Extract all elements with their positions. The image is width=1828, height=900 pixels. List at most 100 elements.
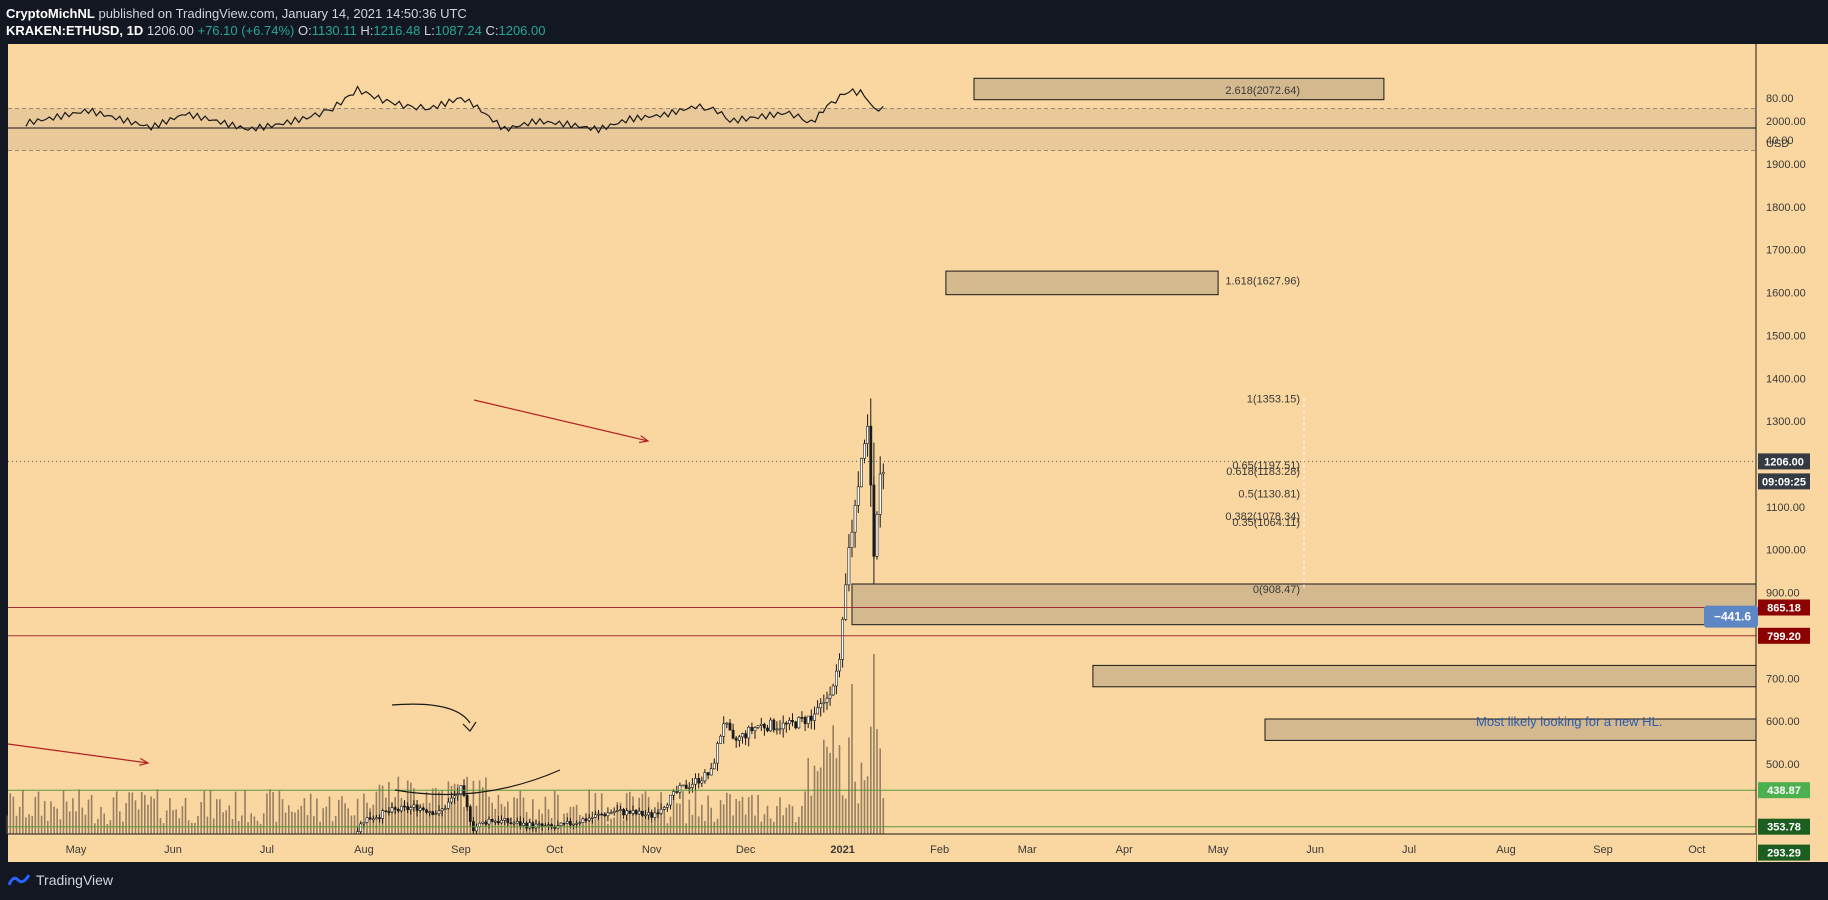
volume-bar <box>328 796 331 834</box>
price-tick-label: 1100.00 <box>1766 502 1805 514</box>
low-label: L: <box>424 23 435 38</box>
volume-bar <box>416 805 418 834</box>
volume-bar <box>663 806 666 834</box>
candle-up <box>390 807 394 813</box>
time-tick-label: Jul <box>260 844 274 856</box>
fib-label-6: 0.382(1078.34) <box>1225 511 1300 523</box>
candle-up <box>534 823 538 829</box>
volume-bar <box>403 801 406 834</box>
price-axis[interactable]: 80.00 40.00 2000.00 1900.00 1800.00 1700.00 16… <box>1704 44 1828 862</box>
volume-bar <box>691 814 694 834</box>
volume-bar <box>284 812 287 834</box>
trend-arrow-lower-shaft <box>7 743 149 764</box>
volume-bar <box>638 797 640 834</box>
volume-bar <box>172 810 174 834</box>
volume-bar <box>22 790 24 834</box>
candle-up <box>700 780 704 784</box>
candle-down <box>600 813 604 816</box>
countdown-label: 09:09:25 <box>1762 476 1806 488</box>
volume-bar <box>688 799 691 834</box>
chart-canvas[interactable]: 2.618(2072.64) 1.618(1627.96) 1(1353.15) 0.… <box>0 44 1828 862</box>
candle-up <box>687 787 691 789</box>
volume-bar <box>391 802 393 834</box>
candle-down <box>791 719 794 723</box>
candle-up <box>500 819 503 824</box>
measure-label-bg <box>1704 605 1758 628</box>
price-panel[interactable] <box>6 398 885 862</box>
price-tick-label: 2000.00 <box>1766 116 1806 128</box>
volume-bar <box>607 823 609 834</box>
symbol-name[interactable]: KRAKEN:ETHUSD, 1D <box>6 23 144 38</box>
candle-up <box>847 547 851 586</box>
volume-bar <box>532 799 534 834</box>
candle-down <box>403 805 406 808</box>
curve-drawing-bottom <box>394 769 561 796</box>
volume-bar <box>422 803 425 834</box>
candle-down <box>762 723 766 729</box>
volume-bar <box>125 803 127 834</box>
candle-up <box>428 811 432 814</box>
candle-up <box>741 733 744 738</box>
volume-bar <box>851 684 853 834</box>
volume-bar <box>482 787 484 834</box>
volume-bar <box>18 806 21 834</box>
volume-bar <box>773 821 775 834</box>
volume-bar <box>522 797 525 834</box>
volume-bar <box>597 811 600 834</box>
time-tick-label: May <box>1208 844 1229 856</box>
candle-up <box>669 794 672 806</box>
volume-bar <box>115 791 118 834</box>
volume-bar <box>400 798 403 834</box>
rsi-panel[interactable] <box>8 85 1756 151</box>
candle-down <box>468 806 472 822</box>
volume-bar <box>791 806 794 834</box>
candle-up <box>631 810 635 814</box>
volume-bar <box>259 823 262 834</box>
volume-bar <box>266 793 268 834</box>
candle-up <box>412 804 416 808</box>
candle-up <box>712 762 716 770</box>
candle-up <box>487 818 491 825</box>
price-tick-label: 1600.00 <box>1766 288 1806 300</box>
volume-bar <box>15 815 18 834</box>
volume-bar <box>557 794 559 834</box>
candle-down <box>697 778 701 784</box>
author-name[interactable]: CryptoMichNL <box>6 6 95 21</box>
candle-up <box>587 817 591 821</box>
volume-bar <box>137 809 140 834</box>
low-value: 1087.24 <box>434 23 482 38</box>
volume-bar <box>94 823 96 834</box>
brand-name: TradingView <box>36 872 114 888</box>
volume-bar <box>844 798 847 834</box>
volume-bar <box>475 805 478 834</box>
volume-bar <box>144 795 146 834</box>
volume-bar <box>181 806 184 834</box>
time-axis[interactable]: May Jun Jul Aug Sep Oct Nov Dec 2021 Feb Mar Apr May… <box>8 833 1756 862</box>
volume-bar <box>134 800 137 834</box>
volume-bar <box>100 806 102 834</box>
volume-bar <box>701 804 703 834</box>
candle-up <box>637 810 641 815</box>
candle-down <box>784 722 788 725</box>
volume-bar <box>178 818 181 834</box>
candle-up <box>597 813 600 816</box>
candle-up <box>512 822 516 825</box>
candle-up <box>703 772 707 782</box>
price-tick-label: 1800.00 <box>1766 202 1806 214</box>
volume-bar <box>766 805 769 834</box>
volume-bar <box>804 791 806 834</box>
price-tick-label: 1700.00 <box>1766 245 1806 257</box>
volume-bar <box>666 823 669 834</box>
time-tick-label: Apr <box>1116 844 1133 856</box>
volume-bar <box>575 805 578 834</box>
candle-up <box>753 727 757 732</box>
candle-up <box>581 818 585 823</box>
volume-bar <box>870 726 872 834</box>
candle-down <box>634 810 638 815</box>
volume-bar <box>122 821 124 834</box>
curve-drawing-arrowhead <box>462 721 477 732</box>
countdown-label-bg <box>1758 473 1810 490</box>
currency-label: USD <box>1766 138 1789 150</box>
volume-bar <box>369 808 371 834</box>
tradingview-brand[interactable]: TradingView <box>8 872 113 888</box>
